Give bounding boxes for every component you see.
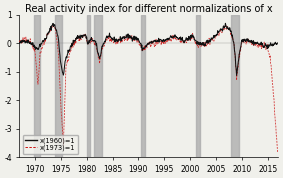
Bar <box>196 15 200 157</box>
Title: Real activity index for different normalizations of x: Real activity index for different normal… <box>25 4 273 14</box>
Legend: x(1960)=1, x(1973)=1: x(1960)=1, x(1973)=1 <box>23 135 78 154</box>
Bar <box>35 15 40 157</box>
Bar <box>87 15 90 157</box>
Bar <box>95 15 102 157</box>
Bar <box>231 15 239 157</box>
Bar <box>55 15 62 157</box>
Bar <box>142 15 145 157</box>
